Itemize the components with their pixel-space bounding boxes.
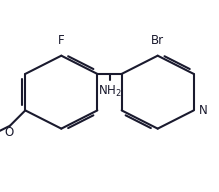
Text: N: N	[199, 104, 208, 117]
Text: O: O	[4, 126, 14, 139]
Text: F: F	[58, 34, 65, 47]
Text: NH$_2$: NH$_2$	[98, 84, 121, 99]
Text: Br: Br	[151, 34, 164, 47]
